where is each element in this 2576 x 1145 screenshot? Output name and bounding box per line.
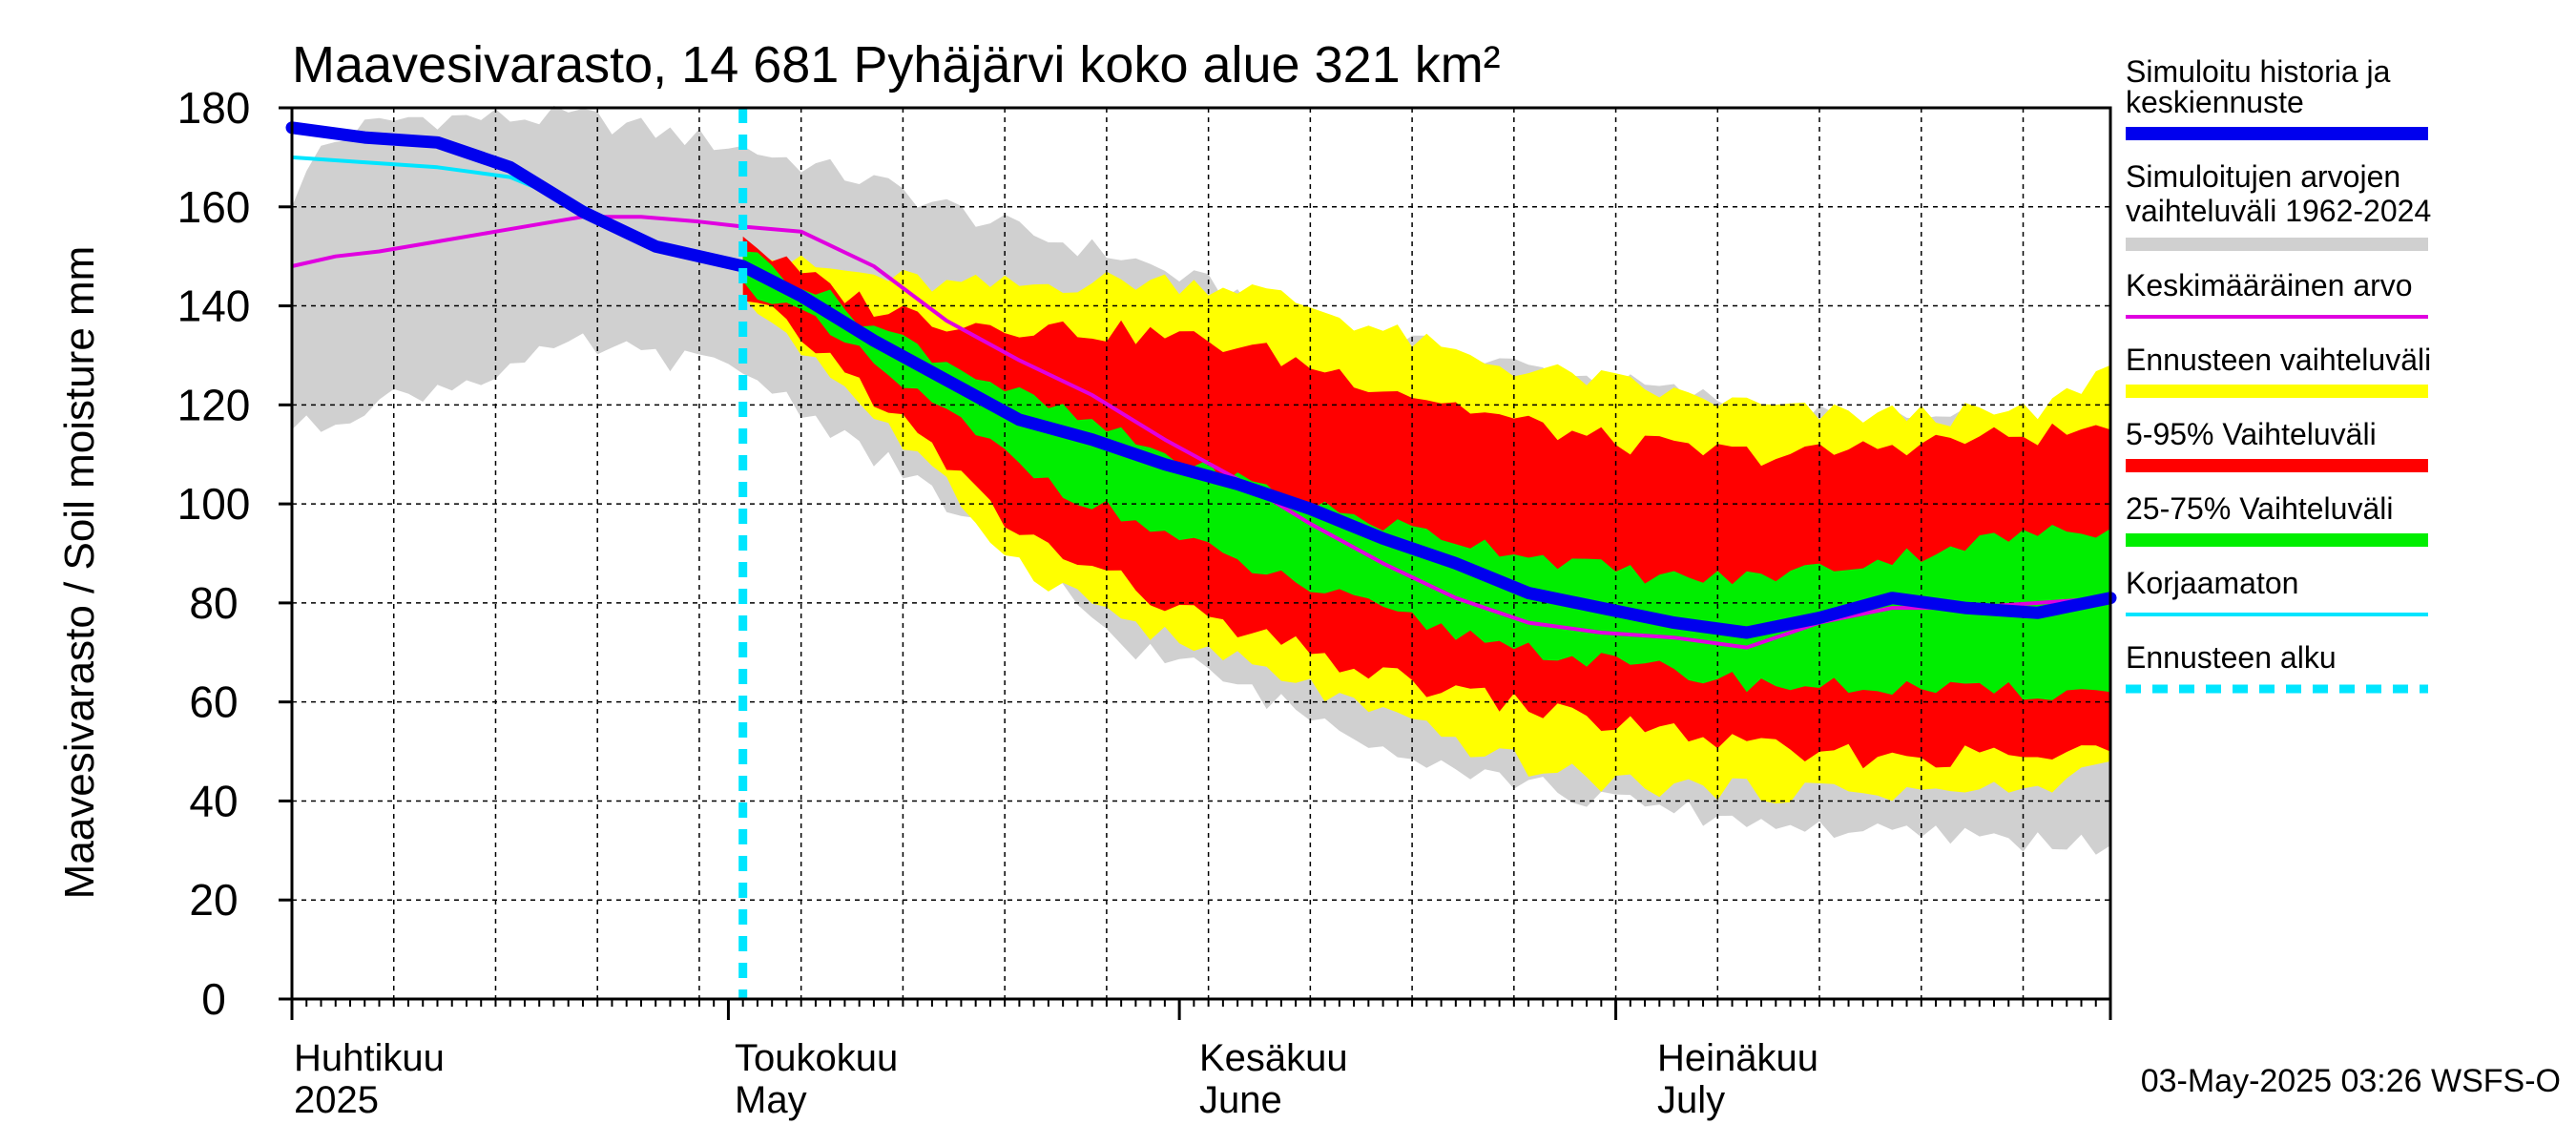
month-label-july: Heinäkuu (1657, 1037, 1818, 1079)
y-tick-label: 40 (189, 776, 238, 825)
y-tick-label: 120 (177, 380, 251, 429)
y-tick-label: 20 (189, 875, 238, 925)
x-axis: Huhtikuu 2025 Toukokuu May Kesäkuu June … (290, 999, 2112, 1121)
y-tick-label: 80 (189, 578, 238, 628)
legend-label-forecast-start: Ennusteen alku (2126, 640, 2337, 675)
month-label-april: Huhtikuu (294, 1037, 445, 1079)
y-tick-label: 140 (177, 281, 251, 331)
y-tick-label: 60 (189, 677, 238, 727)
month-sublabel-may: May (735, 1079, 807, 1121)
month-sublabel-june: June (1199, 1079, 1282, 1121)
legend-label-mean: Keskimääräinen arvo (2126, 268, 2413, 302)
month-label-june: Kesäkuu (1199, 1037, 1348, 1079)
p25-75-band (742, 251, 2111, 700)
y-tick-label: 160 (177, 182, 251, 232)
legend-label-forecast-range: Ennusteen vaihteluväli (2126, 343, 2431, 377)
y-axis: 0 20 40 60 80 100 120 140 160 180 (177, 83, 292, 1024)
grid-layer (292, 108, 2110, 999)
legend-label-simulated-1: Simuloitu historia ja (2126, 54, 2391, 89)
mean-line (291, 215, 2111, 650)
legend: Simuloitu historia ja keskiennuste Simul… (2126, 54, 2431, 694)
month-label-may: Toukokuu (735, 1037, 898, 1079)
simulated-line (285, 121, 2117, 639)
legend-label-p25-75: 25-75% Vaihteluväli (2126, 491, 2393, 526)
month-sublabel-july: July (1657, 1079, 1725, 1121)
y-tick-label: 100 (177, 479, 251, 529)
month-sublabel-april: 2025 (294, 1079, 379, 1121)
lines-layer (285, 108, 2117, 999)
legend-label-hist-range-2: vaihteluväli 1962-2024 (2126, 194, 2431, 228)
footer-timestamp: 03-May-2025 03:26 WSFS-O (2141, 1063, 2561, 1099)
legend-label-hist-range-1: Simuloitujen arvojen (2126, 159, 2400, 194)
chart-title: Maavesivarasto, 14 681 Pyhäjärvi koko al… (292, 36, 1501, 94)
y-axis-label: Maavesivarasto / Soil moisture mm (56, 246, 103, 900)
legend-label-p5-95: 5-95% Vaihteluväli (2126, 417, 2377, 451)
y-tick-label: 0 (201, 974, 226, 1024)
legend-label-simulated-2: keskiennuste (2126, 85, 2304, 119)
legend-label-uncorrected: Korjaamaton (2126, 566, 2298, 600)
plot-frame (290, 106, 2112, 1001)
y-tick-label: 180 (177, 83, 251, 133)
